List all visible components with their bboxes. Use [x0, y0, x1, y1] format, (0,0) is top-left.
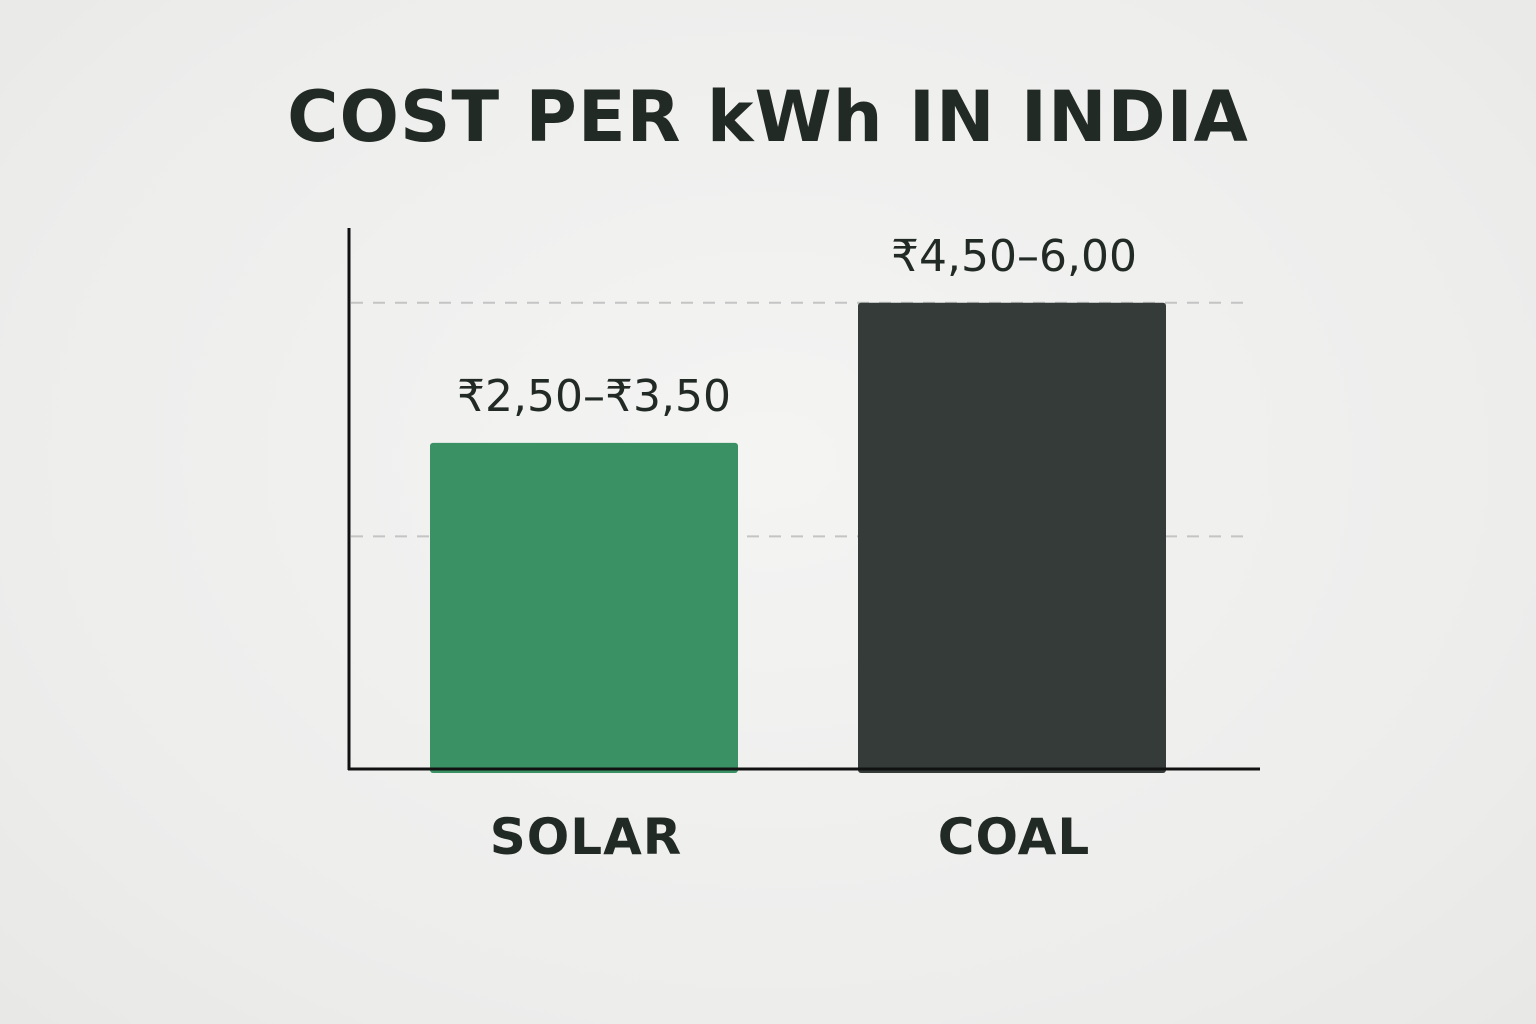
category-label-coal: COAL [938, 808, 1090, 866]
bar-solar [430, 442, 738, 773]
chart-title: COST PER kWh IN INDIA [287, 76, 1249, 158]
bars [430, 302, 1166, 773]
data-label-coal: ₹4,50–6,00 [891, 231, 1137, 282]
data-label-solar: ₹2,50–₹3,50 [457, 371, 731, 422]
axes [347, 228, 1260, 771]
labels: ₹2,50–₹3,50 SOLAR ₹4,50–6,00 COAL [457, 231, 1137, 866]
bar-coal [858, 302, 1166, 773]
category-label-solar: SOLAR [490, 808, 683, 866]
